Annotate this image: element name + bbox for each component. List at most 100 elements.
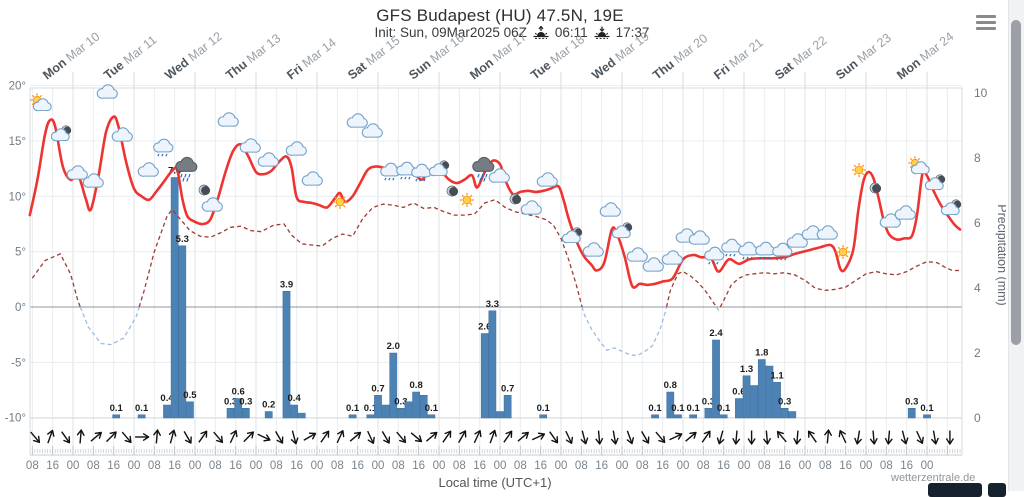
moon-icon (446, 185, 459, 197)
scrollbar-thumb[interactable] (1011, 20, 1021, 345)
wind-arrow (685, 431, 697, 442)
svg-text:08: 08 (209, 460, 222, 472)
axis-labels: 20° 15° 10° 5° 0° -5° -10° 10 8 6 4 2 0 Precipitation… (5, 81, 1006, 425)
wind-arrow (626, 430, 634, 445)
wind-arrow (747, 430, 756, 445)
svg-text:08: 08 (148, 460, 161, 472)
svg-text:Tue Mar 18: Tue Mar 18 (528, 32, 587, 82)
moon-icon (509, 193, 522, 205)
moon-cloud-icon (561, 227, 583, 244)
chart-subtitle: Init: Sun, 09Mar2025 06Z 06:11 17:37 (0, 25, 1024, 40)
precip-bar (780, 408, 789, 419)
svg-text:0.6: 0.6 (232, 387, 245, 398)
wind-arrow (76, 429, 85, 444)
sunrise-icon (533, 26, 549, 39)
cloud-icon (642, 257, 664, 272)
cloud-icon (257, 152, 279, 167)
svg-text:16: 16 (595, 460, 608, 472)
scrollbar-track[interactable] (1008, 0, 1024, 491)
wind-arrow (198, 430, 208, 443)
wind-arrow (931, 430, 939, 445)
precip-bar (178, 245, 187, 419)
cloud-icon (137, 162, 159, 177)
moon-icon (869, 182, 882, 194)
svg-text:16: 16 (656, 460, 669, 472)
sun-icon (836, 245, 850, 259)
wind-arrow (565, 430, 574, 445)
wind-arrow (595, 430, 604, 445)
sun-icon (333, 195, 347, 209)
svg-text:00: 00 (128, 460, 141, 472)
svg-text:Sun Mar 16: Sun Mar 16 (406, 31, 467, 83)
svg-text:-10°: -10° (5, 413, 26, 425)
precip-bar (788, 411, 797, 419)
svg-text:1.8: 1.8 (755, 348, 768, 359)
precip-bar (374, 395, 382, 419)
wind-arrow (655, 431, 666, 444)
wind-arrow (824, 429, 832, 444)
sunset-icon (594, 26, 610, 39)
svg-text:0.1: 0.1 (110, 403, 124, 414)
precip-bar (689, 414, 698, 419)
wind-arrow (793, 430, 802, 445)
precip-bar (404, 401, 413, 419)
menu-icon[interactable] (976, 15, 996, 33)
svg-text:08: 08 (392, 460, 405, 472)
bottom-right-button-2[interactable] (988, 483, 1006, 497)
svg-text:Mon Mar 24: Mon Mar 24 (894, 29, 956, 82)
svg-text:Tue Mar 11: Tue Mar 11 (101, 33, 159, 83)
svg-text:0.1: 0.1 (537, 403, 551, 414)
wind-arrow (47, 429, 55, 444)
svg-text:08: 08 (514, 460, 527, 472)
sun-icon (852, 163, 866, 177)
wind-arrow (349, 431, 362, 442)
svg-text:0.8: 0.8 (410, 380, 423, 391)
precip-bar (503, 395, 512, 419)
precip-axis-label: Precipitation (mm) (995, 204, 1006, 305)
svg-text:0.3: 0.3 (239, 396, 252, 407)
precip-bar (539, 414, 548, 419)
moon-cloud-icon (611, 222, 633, 239)
precip-bar (750, 385, 759, 419)
wind-arrow (763, 430, 771, 445)
precip-bar (163, 404, 171, 419)
svg-text:16: 16 (412, 460, 425, 472)
wind-arrow (641, 431, 650, 444)
wind-arrow (900, 430, 909, 445)
wind-arrow (838, 429, 847, 444)
wind-arrow (458, 430, 467, 443)
wind-arrow (610, 430, 619, 445)
x-axis-label: Local time (UTC+1) (438, 475, 552, 490)
precip-bar (480, 333, 489, 419)
cloud-icon (66, 165, 88, 180)
cloud-icon (488, 168, 510, 183)
cloud-icon (816, 225, 838, 240)
svg-text:2.4: 2.4 (709, 328, 723, 339)
svg-text:0.1: 0.1 (346, 403, 360, 414)
bottom-right-button-1[interactable] (928, 483, 982, 497)
svg-text:0.3: 0.3 (702, 396, 715, 407)
moon-icon (198, 184, 211, 196)
sun-cloud-icon (30, 93, 52, 112)
svg-text:0: 0 (974, 411, 981, 425)
svg-text:00: 00 (189, 460, 202, 472)
svg-text:Fri Mar 14: Fri Mar 14 (284, 35, 339, 82)
wind-arrow (320, 430, 330, 443)
svg-text:Thu Mar 13: Thu Mar 13 (223, 31, 283, 82)
cloud-icon (111, 127, 133, 142)
cloud-icon (239, 138, 261, 153)
wind-arrow (425, 431, 438, 442)
cloud-icon (285, 141, 307, 156)
cloud-icon (688, 230, 710, 245)
wind-arrow (396, 431, 407, 444)
precip-bar (290, 404, 298, 419)
svg-text:Wed Mar 12: Wed Mar 12 (162, 29, 225, 82)
svg-text:16: 16 (290, 460, 303, 472)
cloud-icon (301, 171, 323, 186)
svg-text:2: 2 (974, 346, 981, 360)
svg-text:Fri Mar 21: Fri Mar 21 (711, 35, 766, 82)
svg-text:16: 16 (107, 460, 120, 472)
svg-text:Sat Mar 22: Sat Mar 22 (772, 33, 829, 82)
wind-arrow (884, 430, 893, 445)
